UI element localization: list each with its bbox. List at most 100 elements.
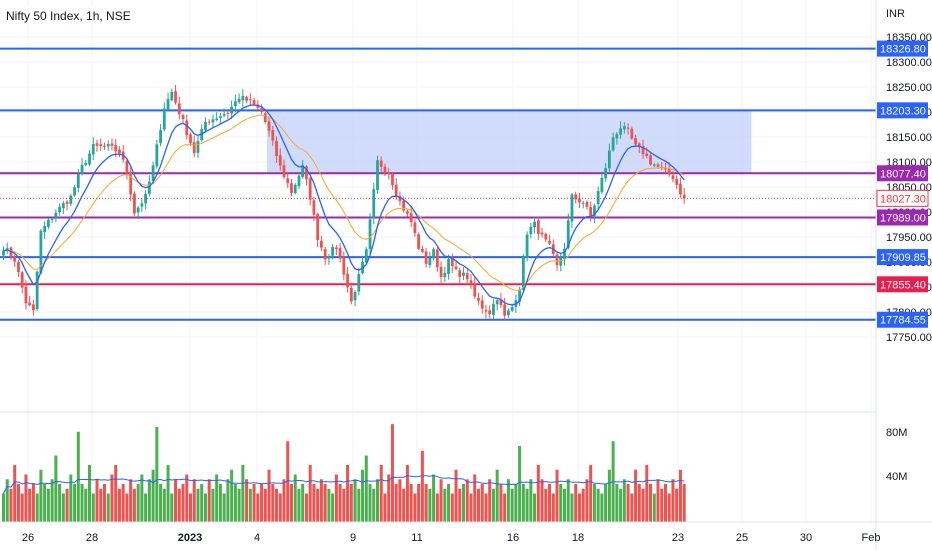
candle[interactable]: [630, 126, 634, 140]
candle[interactable]: [278, 148, 282, 171]
candle[interactable]: [189, 132, 192, 146]
candle[interactable]: [140, 198, 144, 212]
candle[interactable]: [428, 251, 432, 268]
candle[interactable]: [17, 259, 20, 278]
candle[interactable]: [286, 173, 290, 188]
candle[interactable]: [331, 243, 335, 260]
candle[interactable]: [364, 247, 368, 264]
candle[interactable]: [342, 251, 346, 281]
candle[interactable]: [495, 298, 499, 311]
candle[interactable]: [368, 213, 372, 254]
candle[interactable]: [129, 167, 133, 202]
candle[interactable]: [166, 92, 170, 111]
candle[interactable]: [578, 193, 581, 208]
candle[interactable]: [9, 246, 13, 260]
candle[interactable]: [133, 191, 136, 216]
candle[interactable]: [581, 200, 585, 209]
candle[interactable]: [439, 261, 443, 283]
candle[interactable]: [600, 171, 604, 195]
candle[interactable]: [118, 146, 121, 158]
candle[interactable]: [679, 177, 682, 198]
candle[interactable]: [521, 253, 525, 293]
candle[interactable]: [357, 268, 361, 296]
candle[interactable]: [413, 219, 417, 237]
candle[interactable]: [222, 108, 226, 118]
candle[interactable]: [35, 270, 39, 311]
candle[interactable]: [323, 247, 327, 265]
candle[interactable]: [611, 132, 615, 152]
candle[interactable]: [353, 290, 357, 307]
candle[interactable]: [634, 134, 637, 147]
candle[interactable]: [297, 172, 301, 190]
candle[interactable]: [548, 234, 551, 246]
candle[interactable]: [32, 299, 35, 316]
candle[interactable]: [170, 88, 174, 102]
candle[interactable]: [346, 266, 349, 293]
candle[interactable]: [84, 160, 88, 167]
candle[interactable]: [529, 222, 533, 239]
candle[interactable]: [177, 96, 181, 120]
candle[interactable]: [80, 157, 84, 176]
candle[interactable]: [406, 209, 409, 217]
candle[interactable]: [327, 254, 331, 265]
candle[interactable]: [28, 295, 32, 307]
candle[interactable]: [207, 119, 211, 126]
candle[interactable]: [589, 201, 593, 222]
candle[interactable]: [477, 292, 480, 305]
candles[interactable]: [2, 84, 686, 321]
candle[interactable]: [338, 242, 342, 263]
candle[interactable]: [159, 124, 162, 147]
candle[interactable]: [308, 176, 312, 206]
candle[interactable]: [73, 185, 76, 197]
candle[interactable]: [267, 117, 271, 137]
candle[interactable]: [372, 182, 376, 225]
candle[interactable]: [458, 267, 462, 284]
candle[interactable]: [525, 231, 529, 262]
candle[interactable]: [607, 143, 611, 172]
candle[interactable]: [99, 138, 103, 151]
candle[interactable]: [596, 186, 600, 210]
candle[interactable]: [54, 209, 58, 223]
candle[interactable]: [622, 122, 626, 134]
candle[interactable]: [503, 297, 507, 321]
candle[interactable]: [570, 193, 574, 229]
candle[interactable]: [626, 123, 630, 135]
candle[interactable]: [664, 163, 667, 175]
candle[interactable]: [144, 190, 148, 210]
candle[interactable]: [260, 104, 263, 115]
candle[interactable]: [185, 114, 189, 140]
candle[interactable]: [544, 232, 548, 243]
candle[interactable]: [417, 232, 421, 251]
candle[interactable]: [652, 162, 656, 168]
candle[interactable]: [88, 150, 91, 167]
candle[interactable]: [196, 135, 200, 159]
candle[interactable]: [125, 157, 129, 180]
candle[interactable]: [682, 187, 686, 204]
candle[interactable]: [155, 139, 159, 169]
candle[interactable]: [593, 203, 596, 223]
candle[interactable]: [110, 138, 114, 151]
candle[interactable]: [604, 162, 608, 182]
candle[interactable]: [447, 254, 450, 280]
candle[interactable]: [649, 151, 652, 166]
candle[interactable]: [480, 295, 484, 314]
candle[interactable]: [248, 93, 252, 107]
candle[interactable]: [349, 282, 353, 305]
candle[interactable]: [65, 199, 69, 211]
candle[interactable]: [566, 213, 570, 250]
candle[interactable]: [43, 221, 47, 239]
candle[interactable]: [450, 253, 454, 273]
candle[interactable]: [488, 305, 492, 319]
candle[interactable]: [376, 155, 379, 194]
time-axis[interactable]: 26 28 2023 4 9 11 16 18 23 25 30 Feb: [22, 532, 881, 544]
candle[interactable]: [20, 270, 24, 294]
candle[interactable]: [151, 161, 155, 185]
candle[interactable]: [282, 159, 286, 180]
candle[interactable]: [24, 280, 28, 310]
candle[interactable]: [204, 117, 207, 133]
candle[interactable]: [469, 274, 473, 289]
candle[interactable]: [383, 163, 387, 177]
candle[interactable]: [420, 245, 424, 254]
candle[interactable]: [574, 191, 578, 204]
